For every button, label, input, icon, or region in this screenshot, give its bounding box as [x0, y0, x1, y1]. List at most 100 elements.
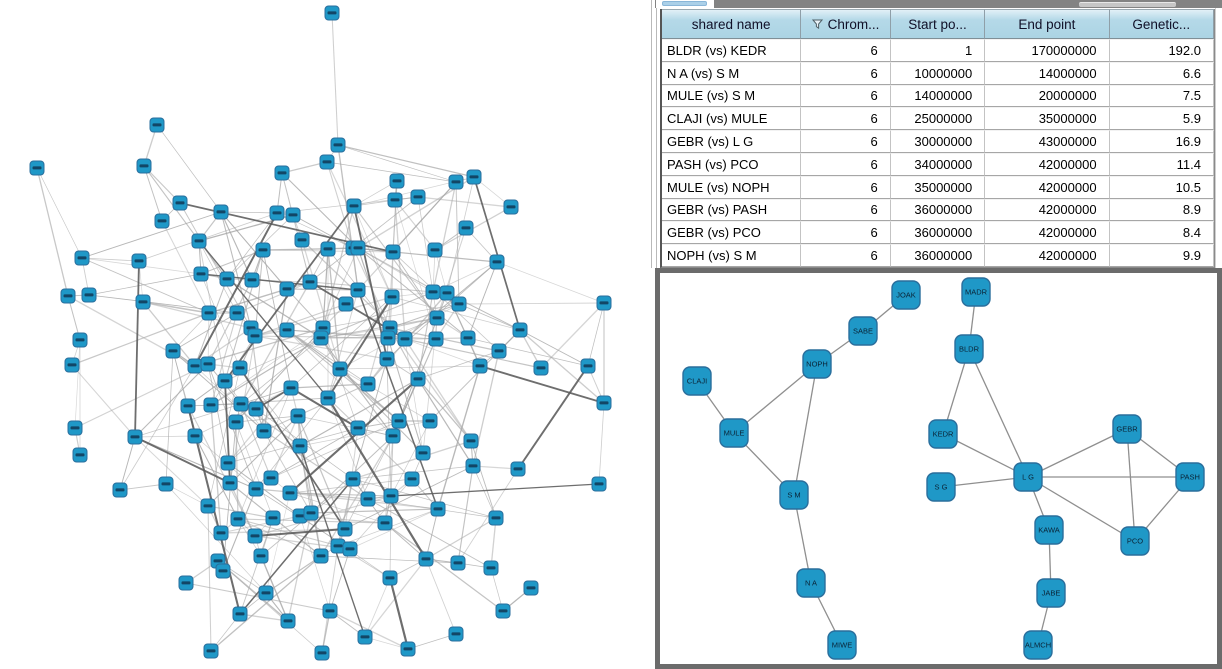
- network-node[interactable]: [294, 232, 310, 248]
- table-cell[interactable]: 42000000: [985, 221, 1110, 245]
- network-node[interactable]: [357, 629, 373, 645]
- table-cell[interactable]: 170000000: [985, 39, 1110, 62]
- network-node[interactable]: [154, 213, 170, 229]
- network-node[interactable]: [149, 117, 165, 133]
- table-cell[interactable]: 42000000: [985, 175, 1110, 199]
- table-cell[interactable]: 6: [801, 39, 891, 62]
- table-cell[interactable]: 14000000: [890, 84, 986, 108]
- table-cell[interactable]: 6: [801, 107, 891, 131]
- table-cell[interactable]: CLAJI (vs) MULE: [662, 107, 802, 131]
- main-network-canvas[interactable]: [0, 0, 650, 669]
- network-node-CLAJI[interactable]: CLAJI: [682, 366, 712, 396]
- vertical-scrollbar-track[interactable]: [1215, 8, 1222, 268]
- table-cell[interactable]: 9.9: [1109, 244, 1214, 267]
- network-node[interactable]: [466, 169, 482, 185]
- network-node-NOPH[interactable]: NOPH: [802, 349, 832, 379]
- network-edge-GEBR-LG[interactable]: [1027, 428, 1128, 478]
- network-node[interactable]: [397, 331, 413, 347]
- network-node[interactable]: [187, 358, 203, 374]
- network-node[interactable]: [67, 420, 83, 436]
- network-node[interactable]: [350, 420, 366, 436]
- network-node[interactable]: [313, 330, 329, 346]
- network-node[interactable]: [64, 357, 80, 373]
- network-node[interactable]: [425, 284, 441, 300]
- network-node[interactable]: [203, 397, 219, 413]
- table-cell[interactable]: GEBR (vs) PCO: [662, 221, 802, 245]
- network-node[interactable]: [384, 289, 400, 305]
- network-node[interactable]: [391, 413, 407, 429]
- network-node[interactable]: [451, 296, 467, 312]
- network-node-GEBR[interactable]: GEBR: [1112, 414, 1142, 444]
- column-header-0[interactable]: shared name: [662, 9, 802, 39]
- scrollbar-thumb-left[interactable]: [662, 1, 707, 6]
- network-node[interactable]: [338, 296, 354, 312]
- table-row[interactable]: CLAJI (vs) MULE 6 25000000 35000000 5.9: [662, 107, 1214, 131]
- table-cell[interactable]: N A (vs) S M: [662, 61, 802, 85]
- network-node[interactable]: [489, 254, 505, 270]
- network-node-PASH[interactable]: PASH: [1175, 462, 1205, 492]
- network-node-SG[interactable]: S G: [926, 472, 956, 502]
- network-node[interactable]: [60, 288, 76, 304]
- network-node[interactable]: [213, 204, 229, 220]
- network-node[interactable]: [322, 603, 338, 619]
- network-node[interactable]: [203, 643, 219, 659]
- network-node[interactable]: [337, 521, 353, 537]
- network-node[interactable]: [247, 328, 263, 344]
- network-node[interactable]: [248, 481, 264, 497]
- table-row[interactable]: GEBR (vs) PCO 6 36000000 42000000 8.4: [662, 221, 1214, 245]
- network-node[interactable]: [292, 438, 308, 454]
- network-node[interactable]: [158, 476, 174, 492]
- table-cell[interactable]: 34000000: [890, 152, 986, 176]
- network-node[interactable]: [350, 282, 366, 298]
- table-cell[interactable]: 35000000: [890, 175, 986, 199]
- network-node[interactable]: [285, 207, 301, 223]
- table-cell[interactable]: 30000000: [890, 130, 986, 153]
- network-node[interactable]: [135, 294, 151, 310]
- network-node[interactable]: [591, 476, 607, 492]
- table-cell[interactable]: 20000000: [985, 84, 1110, 108]
- network-node[interactable]: [244, 272, 260, 288]
- network-node[interactable]: [228, 414, 244, 430]
- network-node-JABE[interactable]: JABE: [1036, 578, 1066, 608]
- network-node[interactable]: [342, 541, 358, 557]
- table-cell[interactable]: 36000000: [890, 221, 986, 245]
- table-cell[interactable]: GEBR (vs) PASH: [662, 198, 802, 222]
- network-node[interactable]: [72, 332, 88, 348]
- network-node[interactable]: [191, 233, 207, 249]
- network-node[interactable]: [269, 205, 285, 221]
- network-node[interactable]: [232, 360, 248, 376]
- network-node[interactable]: [200, 498, 216, 514]
- table-cell[interactable]: MULE (vs) NOPH: [662, 175, 802, 199]
- network-node[interactable]: [404, 471, 420, 487]
- network-node[interactable]: [488, 510, 504, 526]
- subnetwork-canvas[interactable]: JOAK MADR SABE NOPH BLDR CLAJI MULE KEDR GEBR L G…: [660, 273, 1217, 664]
- table-row[interactable]: PASH (vs) PCO 6 34000000 42000000 11.4: [662, 152, 1214, 176]
- table-cell[interactable]: 10000000: [890, 61, 986, 85]
- network-node[interactable]: [302, 274, 318, 290]
- network-node[interactable]: [596, 295, 612, 311]
- table-row[interactable]: MULE (vs) S M 6 14000000 20000000 7.5: [662, 84, 1214, 108]
- table-cell[interactable]: 192.0: [1109, 39, 1214, 62]
- network-node[interactable]: [314, 645, 330, 661]
- network-node[interactable]: [200, 356, 216, 372]
- table-cell[interactable]: 36000000: [890, 244, 986, 267]
- table-cell[interactable]: 14000000: [985, 61, 1110, 85]
- network-node[interactable]: [258, 585, 274, 601]
- network-node[interactable]: [439, 285, 455, 301]
- network-node[interactable]: [383, 488, 399, 504]
- network-node[interactable]: [428, 331, 444, 347]
- network-node[interactable]: [596, 395, 612, 411]
- network-node[interactable]: [279, 322, 295, 338]
- network-node[interactable]: [510, 461, 526, 477]
- network-node[interactable]: [450, 555, 466, 571]
- column-header-3[interactable]: End point: [985, 9, 1110, 39]
- network-node[interactable]: [248, 401, 264, 417]
- network-node[interactable]: [219, 271, 235, 287]
- table-row[interactable]: GEBR (vs) L G 6 30000000 43000000 16.9: [662, 130, 1214, 153]
- network-node[interactable]: [279, 281, 295, 297]
- network-node[interactable]: [282, 485, 298, 501]
- network-node[interactable]: [178, 575, 194, 591]
- network-node[interactable]: [220, 455, 236, 471]
- network-node[interactable]: [380, 330, 396, 346]
- network-edge-LG-PCO[interactable]: [1027, 476, 1136, 542]
